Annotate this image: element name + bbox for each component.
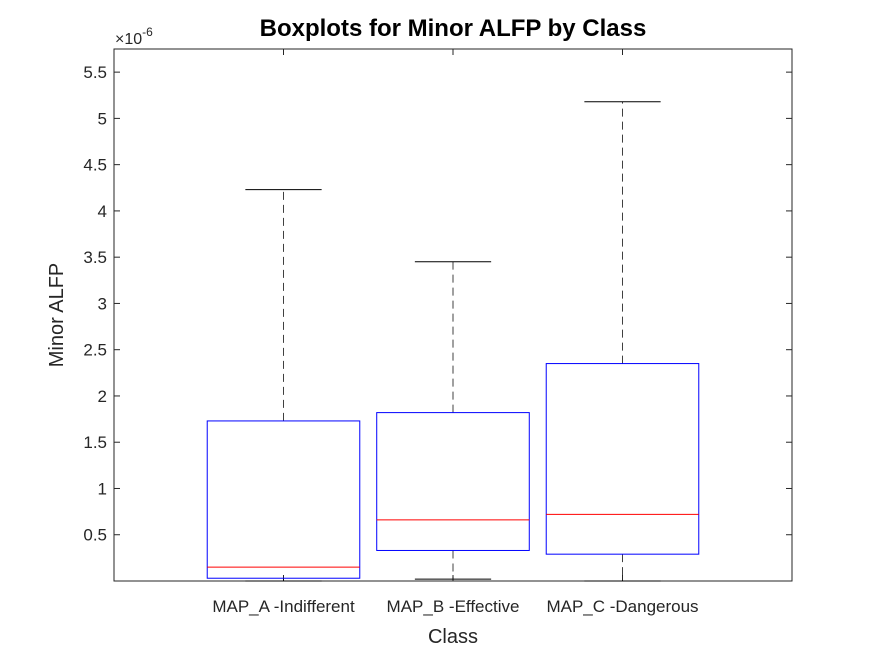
x-axis-title: Class (428, 626, 478, 648)
iqr-box (206, 420, 361, 579)
y-tick-label: 5 (98, 109, 107, 128)
y-exponent-base: ×10 (115, 31, 142, 48)
y-tick-label: 4 (98, 202, 107, 221)
y-exponent-power: -6 (142, 25, 153, 39)
y-tick-label: 1.5 (83, 433, 107, 452)
x-tick-label: MAP_A -Indifferent (212, 597, 355, 616)
box-group (545, 101, 700, 582)
x-tick-label: MAP_C -Dangerous (546, 597, 698, 616)
boxes-layer (206, 101, 700, 582)
box-group (206, 189, 361, 582)
y-tick-label: 5.5 (83, 63, 107, 82)
y-tick-label: 3 (98, 294, 107, 313)
y-tick-label: 0.5 (83, 526, 107, 545)
x-tick-label: MAP_B -Effective (387, 597, 520, 616)
y-tick-label: 3.5 (83, 248, 107, 267)
y-axis-ticks: 0.5 1 1.5 2 2.5 3 3.5 4 4.5 5 5.5 (83, 63, 792, 545)
iqr-box (545, 363, 700, 555)
chart-title: Boxplots for Minor ALFP by Class (260, 15, 647, 42)
iqr-box (376, 412, 530, 551)
x-axis-ticks: MAP_A -Indifferent MAP_B -Effective MAP_C … (212, 49, 699, 616)
box-group (376, 261, 530, 580)
y-tick-label: 2 (98, 387, 107, 406)
y-tick-label: 2.5 (83, 341, 107, 360)
y-tick-label: 1 (98, 479, 107, 498)
y-exponent-label: ×10-6 (115, 25, 153, 48)
y-axis-title: Minor ALFP (46, 263, 68, 367)
y-tick-label: 4.5 (83, 156, 107, 175)
